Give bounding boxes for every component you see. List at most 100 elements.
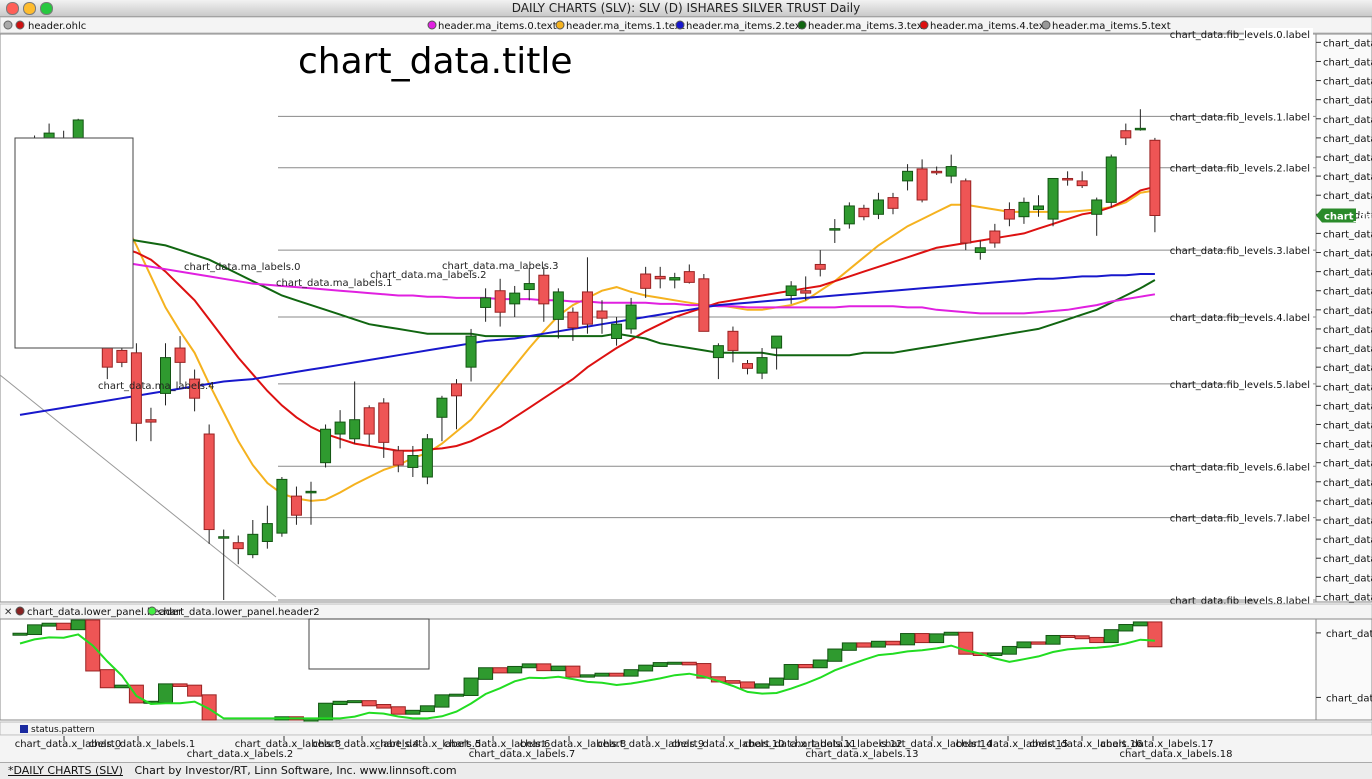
candle-body xyxy=(1091,199,1103,215)
x-tick-label: chart_data.x_labels.14 xyxy=(880,739,993,750)
chart-title: chart_data.title xyxy=(298,41,573,82)
footer-chart-tab[interactable]: *DAILY CHARTS (SLV) xyxy=(8,764,123,777)
candle xyxy=(334,410,346,449)
candle-body xyxy=(1105,156,1117,203)
fib-label: chart_data.fib_levels.1.label xyxy=(1170,112,1310,123)
candle-body xyxy=(785,285,797,297)
tlb-block xyxy=(1147,621,1163,648)
x-tick-label: chart_data.x_labels.2 xyxy=(187,749,294,760)
lower-panel-header-text2: chart_data.lower_panel.header2 xyxy=(158,607,320,618)
tlb-block xyxy=(667,661,683,665)
fib-label-bg xyxy=(1231,460,1313,473)
tlb-block xyxy=(1031,641,1046,645)
header-ma-item: header.ma_items.4.text xyxy=(930,21,1049,32)
candle-body xyxy=(290,495,302,516)
y-tick-label: chart_data.y_ticks.0 xyxy=(1323,38,1372,49)
pattern-status-icon xyxy=(20,725,28,733)
price-chart[interactable]: header.ohlc header.ma_items.0.text header.… xyxy=(0,0,1372,762)
y-tick-label: chart_data.y_ticks.25 xyxy=(1323,516,1372,527)
close-window-button[interactable] xyxy=(6,2,19,15)
tlb-block xyxy=(332,700,348,706)
lower-y-tick-label: chart_data.lower_panel.y_ticks.1 xyxy=(1326,693,1372,704)
zoom-window-button[interactable] xyxy=(40,2,53,15)
tlb-block xyxy=(943,631,959,636)
main-plot-frame xyxy=(0,33,1317,603)
fib-label: chart_data.fib_levels.4.label xyxy=(1170,313,1310,324)
header-ma-item: header.ma_items.0.text xyxy=(438,21,557,32)
candle xyxy=(392,445,404,473)
fib-label: chart_data.fib_levels.8.label xyxy=(1170,596,1310,607)
candle xyxy=(814,250,826,277)
tlb-block xyxy=(347,700,363,704)
candle-body xyxy=(596,310,608,319)
candle-body xyxy=(858,207,870,218)
candle xyxy=(872,192,884,220)
tlb-block xyxy=(885,640,901,646)
candle-body xyxy=(538,274,550,305)
legend-ma-dot-icon xyxy=(919,20,929,30)
y-tick-label: chart_data.y_ticks.14 xyxy=(1323,306,1372,317)
candle xyxy=(421,434,433,485)
y-tick-label: chart_data.y_ticks.13 xyxy=(1323,287,1372,298)
tlb-block xyxy=(870,640,886,648)
tlb-block xyxy=(841,642,857,651)
close-panel-icon: ✕ xyxy=(4,607,12,618)
tlb-block xyxy=(1074,635,1090,640)
tlb-block xyxy=(740,681,755,689)
candle xyxy=(509,285,521,317)
tlb-block xyxy=(434,694,450,708)
tlb-block xyxy=(1089,636,1105,644)
candle xyxy=(320,424,332,468)
candle-body xyxy=(829,228,841,231)
x-tick-label: chart_data.x_labels.16 xyxy=(1030,739,1143,750)
lower-y-tick-label: chart_data.lower_panel.y_ticks.0 xyxy=(1326,629,1372,640)
y-tick-label: chart_data.y_ticks.16 xyxy=(1323,344,1372,355)
candle xyxy=(742,359,753,375)
last-price-marker xyxy=(1316,208,1356,223)
tlb-block xyxy=(27,624,43,636)
tlb-block xyxy=(187,684,203,697)
x-tick-label: chart_data.x_labels.13 xyxy=(806,749,919,760)
tlb-block xyxy=(900,633,916,646)
header-ma-item: header.ma_items.1.text xyxy=(566,21,685,32)
candle-body xyxy=(800,290,812,294)
tlb-block xyxy=(318,702,334,721)
candle xyxy=(771,335,783,370)
y-tick-label: chart_data.y_ticks.19 xyxy=(1323,401,1372,412)
tlb-block xyxy=(652,662,668,667)
tlb-block xyxy=(361,700,377,707)
candle-body xyxy=(567,311,579,329)
header-ohlc: header.ohlc xyxy=(28,21,86,32)
candle xyxy=(698,274,710,332)
legend-dot-icon xyxy=(3,20,13,30)
candle-body xyxy=(989,230,1001,244)
minimize-window-button[interactable] xyxy=(23,2,36,15)
tlb-block xyxy=(56,622,72,631)
tlb-block xyxy=(914,633,930,644)
candle xyxy=(1003,202,1015,227)
candle-body xyxy=(334,421,346,435)
candle-body xyxy=(451,383,462,397)
tlb-block xyxy=(856,642,872,648)
fib-label-bg xyxy=(1250,311,1313,323)
candle xyxy=(785,281,797,304)
candle xyxy=(683,264,695,284)
tlb-block xyxy=(769,677,785,686)
fib-label-bg xyxy=(1244,28,1313,40)
y-tick-label: chart_data.y_ticks.28 xyxy=(1323,573,1372,584)
tlb-block xyxy=(1045,634,1061,645)
x-tick-label: chart_data.x_labels.18 xyxy=(1120,749,1233,760)
fib-label: chart_data.fib_levels.3.label xyxy=(1170,246,1310,257)
candle xyxy=(1149,137,1161,233)
candle xyxy=(829,219,841,243)
pattern-status-text: status.pattern xyxy=(31,725,95,735)
candle-body xyxy=(130,352,142,424)
candle-body xyxy=(931,170,943,174)
candle-body xyxy=(160,357,171,394)
candle xyxy=(945,154,957,184)
tlb-block xyxy=(376,704,392,709)
y-tick-label: chart_data.y_ticks.3 xyxy=(1323,96,1372,107)
candle xyxy=(581,257,593,334)
candle-body xyxy=(581,291,593,325)
candle xyxy=(290,486,302,525)
